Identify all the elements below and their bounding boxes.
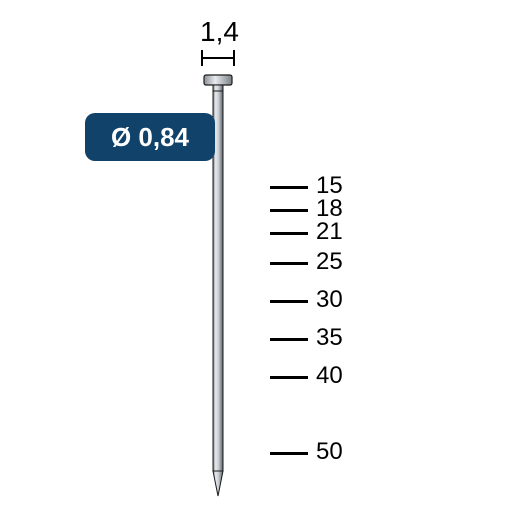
scale-tick [270, 452, 308, 455]
scale-label: 40 [316, 362, 343, 390]
scale-label: 30 [316, 286, 343, 314]
scale-tick [270, 186, 308, 189]
scale-tick [270, 232, 308, 235]
length-scale: 1518212530354050 [0, 0, 520, 519]
scale-tick [270, 300, 308, 303]
scale-tick [270, 209, 308, 212]
scale-label: 35 [316, 324, 343, 352]
scale-label: 50 [316, 438, 343, 466]
scale-tick [270, 262, 308, 265]
nail-spec-diagram: 1,4 Ø 0,84 15182 [0, 0, 520, 519]
scale-label: 21 [316, 218, 343, 246]
scale-tick [270, 376, 308, 379]
scale-tick [270, 338, 308, 341]
scale-label: 25 [316, 248, 343, 276]
